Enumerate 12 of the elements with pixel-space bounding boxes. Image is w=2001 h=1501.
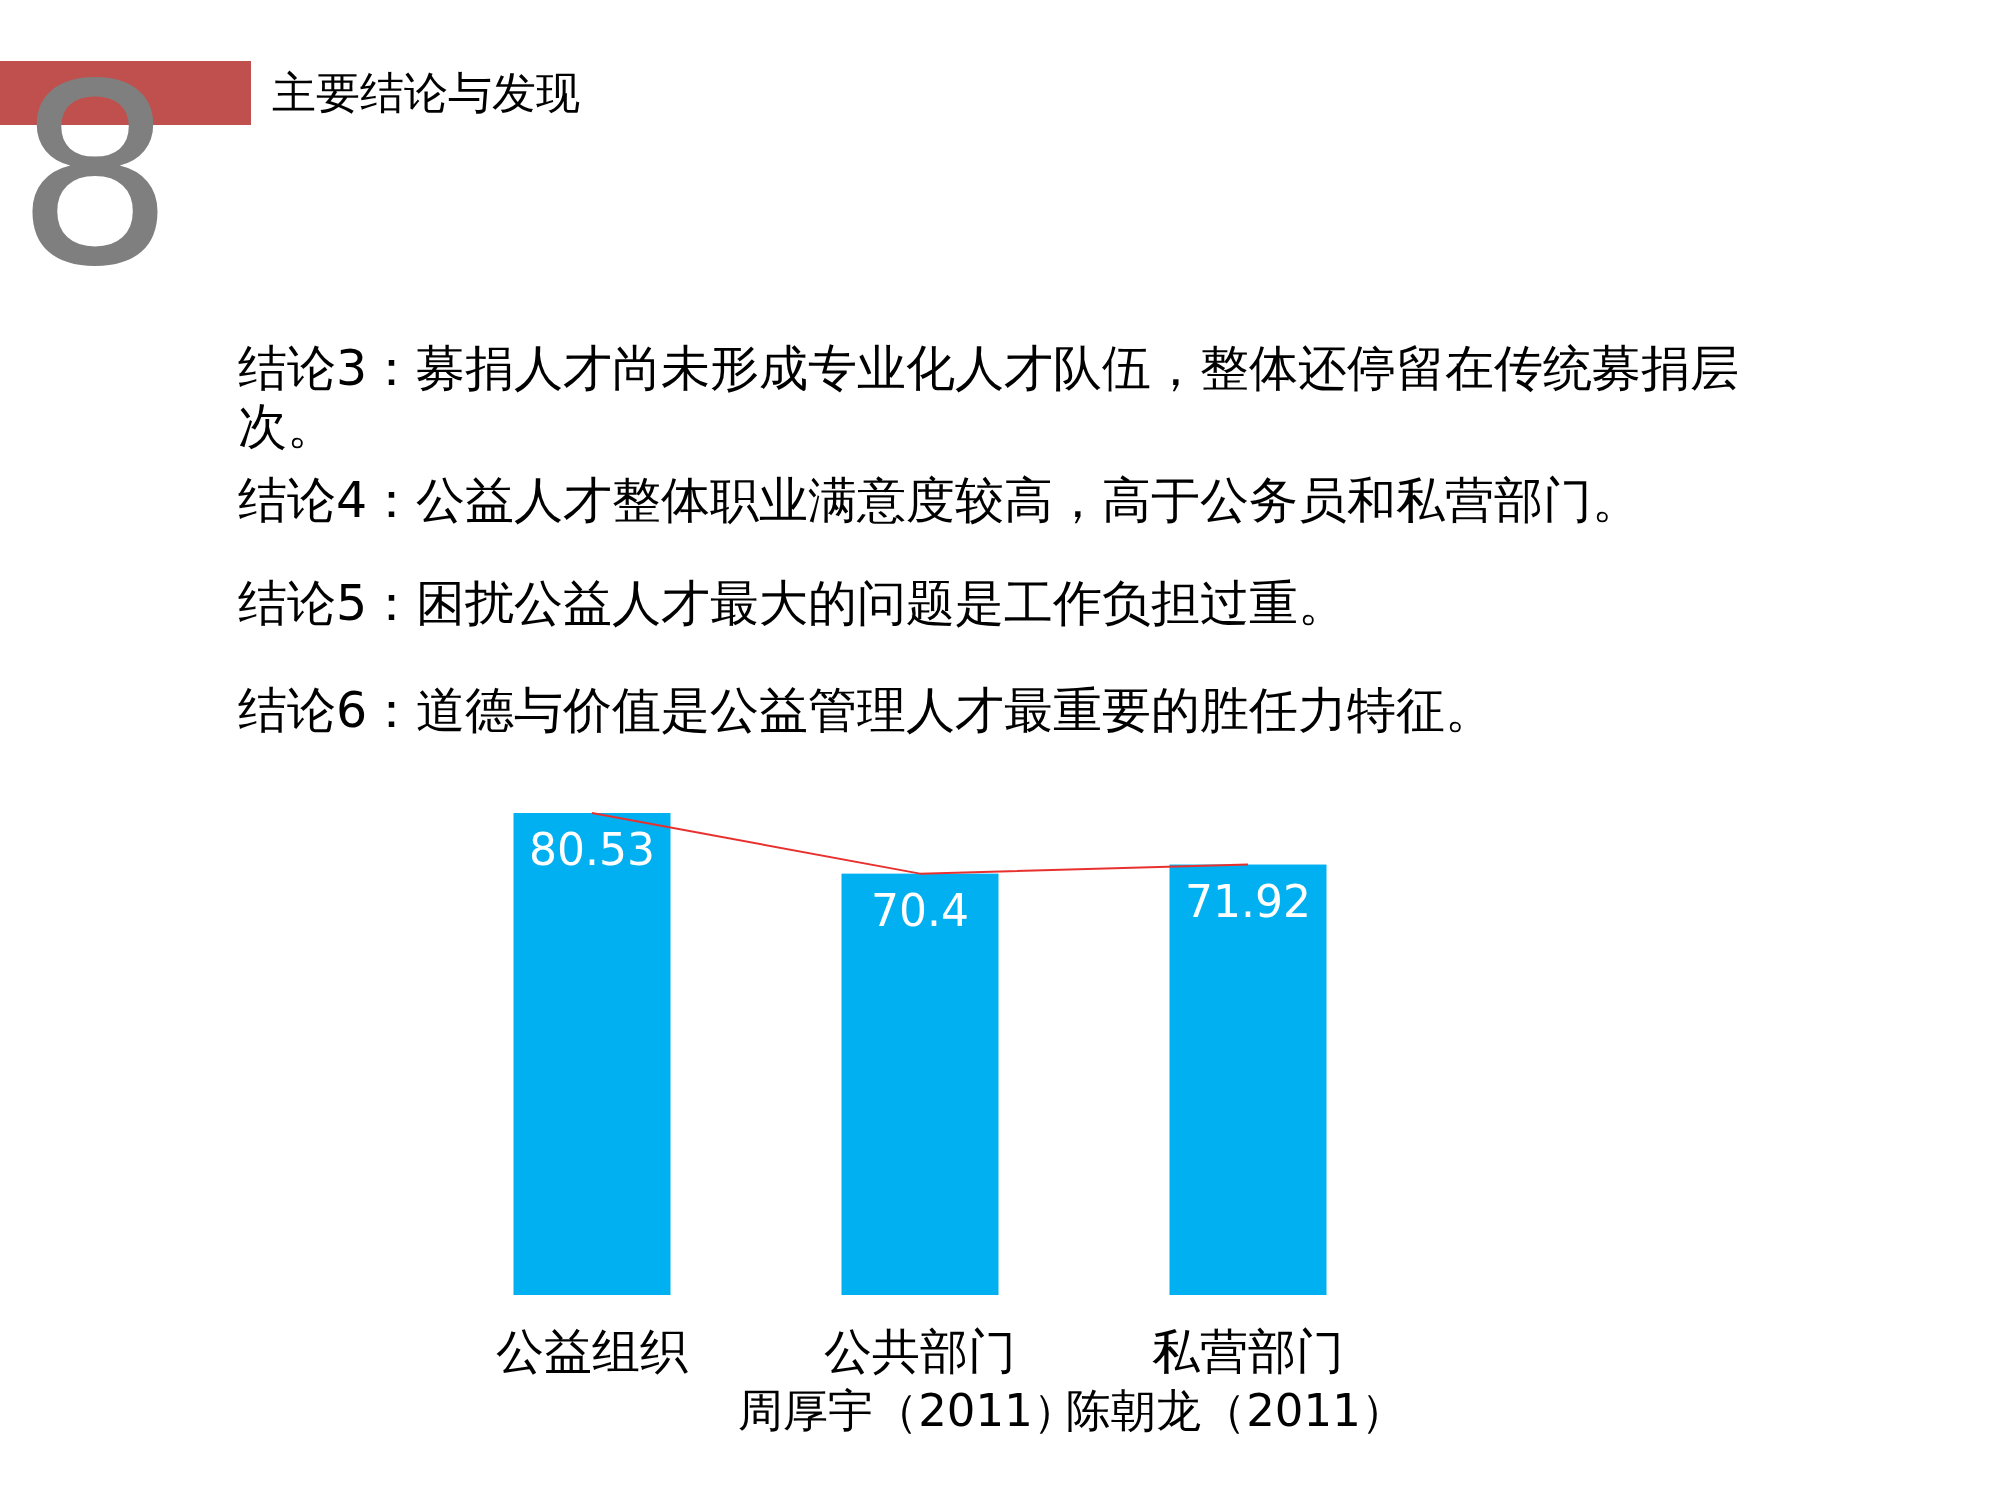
chart-title: 主要结论与发现 — [272, 67, 580, 118]
text: 结论4：公益人才整体职业满意度较高，高于公务员和私营部门。 — [238, 472, 1642, 529]
x-tick-label: 公共部门 — [824, 1323, 1016, 1379]
text: 结论3：募捐人才尚未形成专业化人才队伍，整体还停留在传统募捐层次。 — [238, 340, 1740, 455]
data-label: 70.4 — [871, 884, 969, 936]
text: 8 — [15, 30, 175, 321]
data-label: 80.53 — [529, 824, 655, 875]
text: 结论5：困扰公益人才最大的问题是工作负担过重。 — [238, 575, 1348, 632]
x-tick-label: 公益组织 — [496, 1323, 688, 1379]
text: 结论6：道德与价值是公益管理人才最重要的胜任力特征。 — [238, 682, 1495, 739]
data-label: 71.92 — [1185, 875, 1311, 927]
x-tick-label: 私营部门 — [1152, 1323, 1344, 1379]
